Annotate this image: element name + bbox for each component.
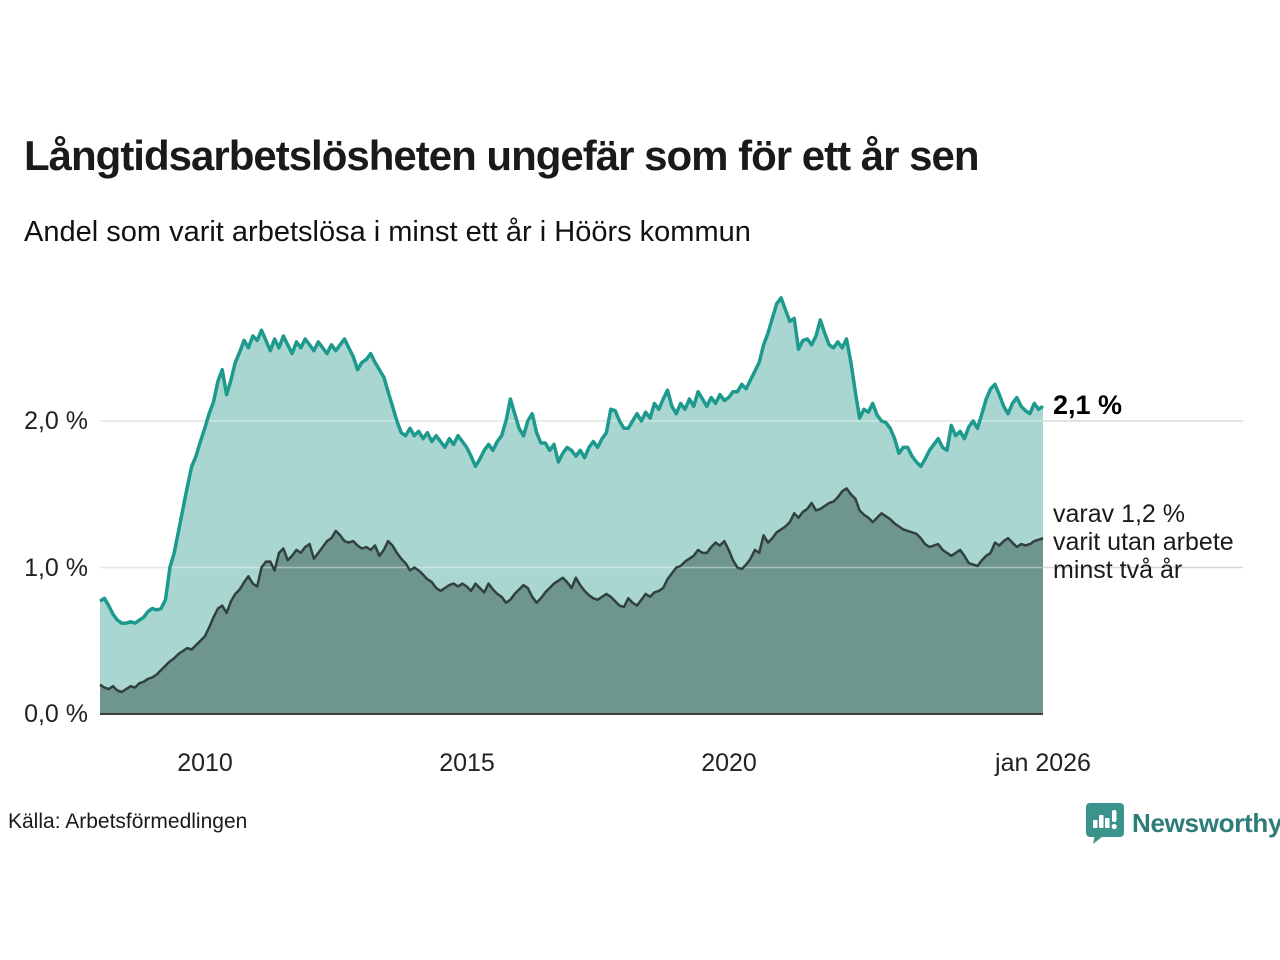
x-tick-2015: 2015 (439, 749, 495, 777)
x-tick-2020: 2020 (701, 749, 757, 777)
two-year-annotation-line-3: minst två år (1053, 556, 1183, 584)
newsworthy-logo-icon (1086, 803, 1124, 844)
y-tick-1: 1,0 % (24, 554, 88, 582)
y-tick-0: 0,0 % (24, 700, 88, 728)
page-title: Långtidsarbetslösheten ungefär som för e… (24, 132, 980, 179)
page-subtitle: Andel som varit arbetslösa i minst ett å… (24, 216, 751, 248)
brand-name: Newsworthy (1132, 807, 1280, 838)
source-credit: Källa: Arbetsförmedlingen (8, 810, 248, 833)
y-tick-2: 2,0 % (24, 407, 88, 435)
two-year-end-annotation: varav 1,2 % varit utan arbete minst två … (1053, 500, 1234, 584)
brand-logo: Newsworthy (1086, 801, 1280, 845)
x-tick-jan-2026: jan 2026 (995, 749, 1091, 777)
total-end-value-label: 2,1 % (1053, 390, 1123, 420)
x-tick-2010: 2010 (177, 749, 233, 777)
two-year-annotation-line-1: varav 1,2 % (1053, 500, 1186, 528)
two-year-annotation-line-2: varit utan arbete (1053, 528, 1234, 556)
